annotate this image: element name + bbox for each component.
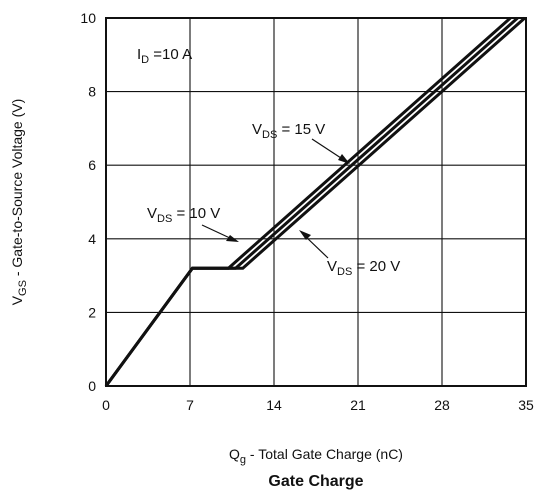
annotation-id: ID =10 A [137,46,192,66]
arrow-vds15 [311,138,350,164]
x-tick-label: 21 [350,397,366,413]
series-line-2 [104,16,519,387]
y-tick-label: 2 [88,304,96,320]
arrow-vds20 [299,230,329,259]
annotation-vds10: VDS = 10 V [147,205,220,225]
y-tick-label: 6 [88,157,96,173]
x-tick-label: 14 [266,397,282,413]
y-tick-label: 4 [88,231,96,247]
annotation-vds15: VDS = 15 V [252,121,325,141]
x-tick-label: 28 [434,397,450,413]
arrow-vds10 [201,224,239,242]
x-tick-label: 35 [518,397,534,413]
y-tick-label: 10 [80,10,96,26]
annotation-vds20: VDS = 20 V [327,258,400,278]
series-line-3 [104,16,526,387]
x-axis-label: Qg - Total Gate Charge (nC) [229,446,403,466]
y-axis-label: VGS - Gate-to-Source Voltage (V) [9,99,29,306]
series-group [104,16,526,387]
x-tick-label: 7 [186,397,194,413]
x-tick-label: 0 [102,397,110,413]
plot-frame [105,17,527,387]
axis-ticks: 0 7 14 21 28 35 0 2 4 6 8 10 [80,10,534,413]
y-tick-label: 8 [88,84,96,100]
chart-title: Gate Charge [268,473,363,490]
y-tick-label: 0 [88,378,96,394]
